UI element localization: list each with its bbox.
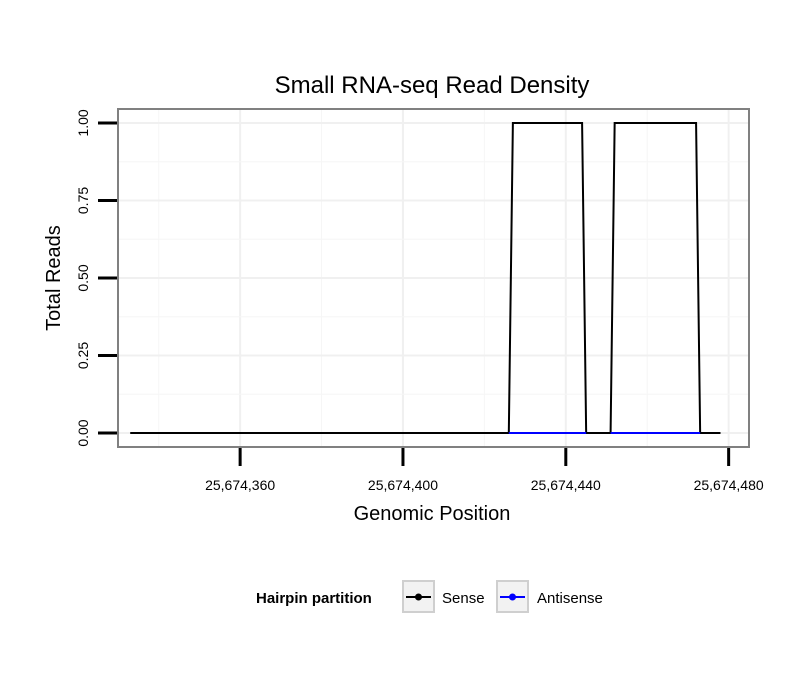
legend-label-antisense: Antisense <box>537 590 603 607</box>
y-tick-label-3: 0.75 <box>75 187 91 214</box>
x-tick-label-2: 25,674,440 <box>531 477 601 493</box>
series-layer <box>130 121 721 435</box>
series-line-sense <box>130 121 721 435</box>
y-tick-label-1: 0.25 <box>75 342 91 369</box>
y-tick-label-2: 0.50 <box>75 264 91 291</box>
x-tick-label-1: 25,674,400 <box>368 477 438 493</box>
legend-title: Hairpin partition <box>256 590 372 607</box>
chart-title: Small RNA-seq Read Density <box>275 72 590 99</box>
x-tick-label-3: 25,674,480 <box>694 477 764 493</box>
y-axis: 0.00 0.25 0.50 0.75 1.00 <box>75 109 117 447</box>
legend-item-sense: Sense <box>402 580 485 613</box>
plot-panel-border <box>117 108 750 448</box>
y-tick-label-4: 1.00 <box>75 109 91 136</box>
y-axis-title: Total Reads <box>43 225 65 331</box>
x-tick-label-0: 25,674,360 <box>205 477 275 493</box>
legend-point-sense <box>415 593 422 601</box>
legend-point-antisense <box>509 593 516 601</box>
legend: Hairpin partition Sense Antisense <box>256 580 603 613</box>
x-axis: 25,674,360 25,674,400 25,674,440 25,674,480 <box>205 448 764 493</box>
y-tick-label-0: 0.00 <box>75 419 91 446</box>
x-axis-title: Genomic Position <box>354 503 511 525</box>
gridlines <box>118 109 749 447</box>
legend-label-sense: Sense <box>442 590 485 607</box>
legend-item-antisense: Antisense <box>496 580 603 613</box>
